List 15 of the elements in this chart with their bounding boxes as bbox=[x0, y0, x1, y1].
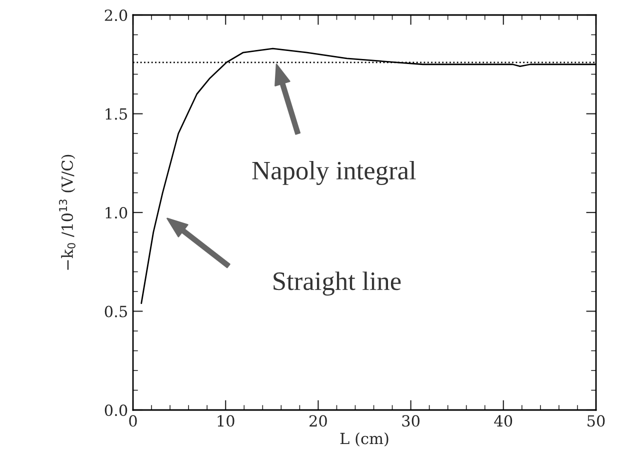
y-tick-label: 2.0 bbox=[104, 9, 128, 22]
x-tick-label: 50 bbox=[588, 415, 605, 427]
x-tick-label: 40 bbox=[494, 415, 512, 427]
x-axis-title: L (cm) bbox=[340, 432, 388, 446]
y-tick-label: 1.0 bbox=[106, 206, 128, 219]
x-tick-label: 0 bbox=[129, 415, 137, 427]
y-tick-label: 0.0 bbox=[104, 404, 128, 416]
annotation: Napoly integral bbox=[252, 160, 416, 186]
x-tick-label: 20 bbox=[310, 415, 327, 427]
y-axis-title: −k$_{0}$ /10$^{13}$ (V/C) bbox=[58, 154, 76, 270]
annotation: Straight line bbox=[274, 272, 401, 296]
x-tick-label: 10 bbox=[218, 415, 234, 427]
x-tick-label: 30 bbox=[402, 415, 420, 427]
y-tick-label: 1.5 bbox=[106, 108, 127, 120]
y-tick-label: 0.5 bbox=[104, 306, 127, 318]
